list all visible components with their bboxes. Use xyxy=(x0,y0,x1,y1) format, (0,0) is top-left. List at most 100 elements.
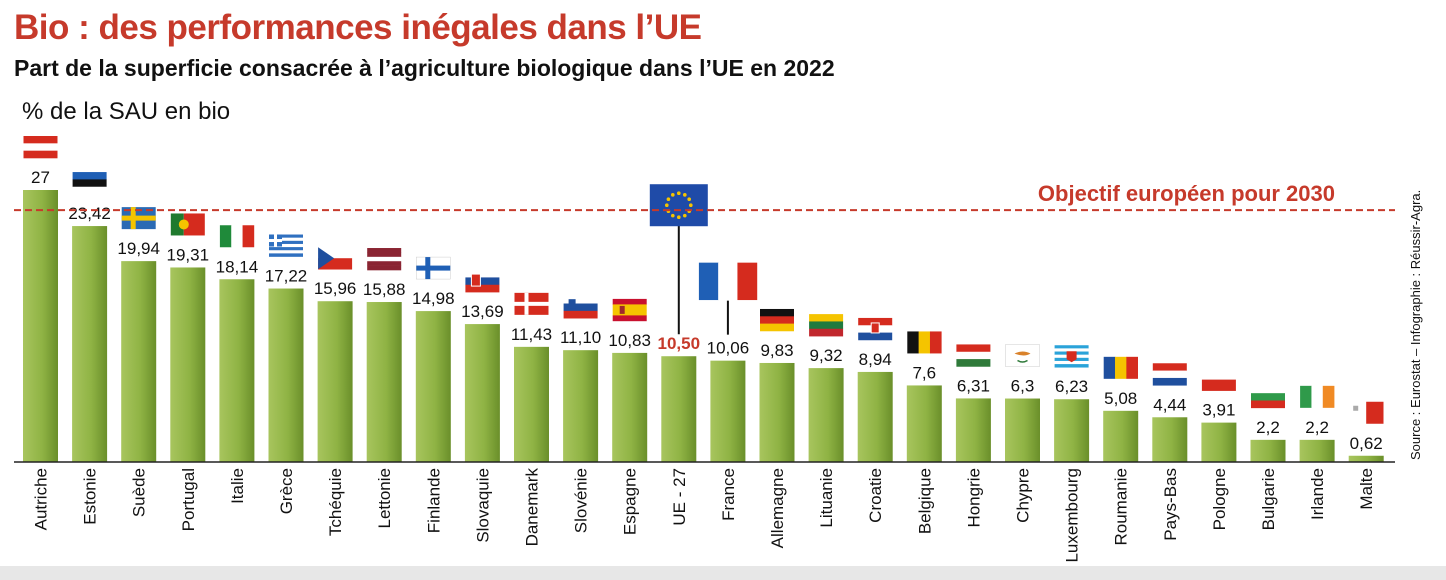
value-label-lituanie: 9,32 xyxy=(810,346,843,365)
value-label-chypre: 6,3 xyxy=(1011,377,1035,396)
value-label-autriche: 27 xyxy=(31,168,50,187)
category-label-allemagne: Allemagne xyxy=(768,468,787,548)
bar-allemagne xyxy=(759,362,795,462)
category-label-slovaquie: Slovaquie xyxy=(473,468,492,543)
flag-espagne-icon xyxy=(612,298,647,322)
flag-malte-icon xyxy=(1349,401,1384,424)
category-label-estonie: Estonie xyxy=(81,468,100,525)
flag-slovaquie-icon xyxy=(465,270,500,293)
eu-flag-icon xyxy=(649,184,708,335)
bar-croatie xyxy=(857,371,893,462)
value-label-portugal: 19,31 xyxy=(167,245,210,264)
bar-grece xyxy=(268,288,304,462)
bar-slovenie xyxy=(563,350,599,462)
category-label-chypre: Chypre xyxy=(1014,468,1033,523)
category-label-luxembourg: Luxembourg xyxy=(1063,468,1082,563)
bar-hongrie xyxy=(955,398,991,462)
chart-subtitle: Part de la superficie consacrée à l’agri… xyxy=(14,55,835,81)
category-label-finlande: Finlande xyxy=(424,468,443,533)
category-label-belgique: Belgique xyxy=(915,468,934,534)
bar-belgique xyxy=(906,385,942,462)
flag-irlande-icon xyxy=(1300,385,1335,408)
bar-irlande xyxy=(1299,439,1335,462)
category-label-pologne: Pologne xyxy=(1210,468,1229,530)
category-label-france: France xyxy=(719,468,738,521)
flag-slovenie-icon xyxy=(563,296,598,319)
bar-autriche xyxy=(23,190,58,462)
bar-chypre xyxy=(1005,398,1040,462)
bar-ue-27 xyxy=(661,356,697,462)
flag-belgique-icon xyxy=(907,331,942,354)
category-label-malte: Malte xyxy=(1357,468,1376,510)
value-label-finlande: 14,98 xyxy=(412,289,455,308)
value-label-luxembourg: 6,23 xyxy=(1055,377,1088,396)
category-label-danemark: Danemark xyxy=(523,468,542,547)
bar-lituanie xyxy=(808,368,844,462)
bar-tchequie xyxy=(317,301,353,462)
category-label-tchequie: Tchéquie xyxy=(326,468,345,536)
bar-danemark xyxy=(514,346,549,462)
flag-bulgarie-icon xyxy=(1251,385,1285,409)
flag-hongrie-icon xyxy=(956,344,991,367)
flag-grece-icon xyxy=(269,234,303,257)
category-label-pays-bas: Pays-Bas xyxy=(1161,468,1180,541)
bar-pays-bas xyxy=(1152,417,1188,462)
value-label-malte: 0,62 xyxy=(1350,434,1383,453)
bar-france xyxy=(710,360,746,462)
bar-suede xyxy=(121,261,157,462)
category-label-irlande: Irlande xyxy=(1308,468,1327,520)
value-label-lettonie: 15,88 xyxy=(363,280,406,299)
flag-lituanie-icon xyxy=(809,314,844,337)
value-label-hongrie: 6,31 xyxy=(957,376,990,395)
flag-estonie-icon xyxy=(72,172,107,195)
flag-chypre-icon xyxy=(1005,344,1040,367)
flag-luxembourg-icon xyxy=(1054,345,1089,368)
value-label-allemagne: 9,83 xyxy=(760,341,793,360)
bar-finlande xyxy=(415,311,451,462)
flag-finlande-icon xyxy=(416,256,451,280)
flag-italie-icon xyxy=(219,225,255,248)
flag-pays-bas-icon xyxy=(1152,363,1187,386)
value-label-espagne: 10,83 xyxy=(608,331,651,350)
bar-espagne xyxy=(612,352,648,462)
value-label-irlande: 2,2 xyxy=(1305,418,1329,437)
category-label-espagne: Espagne xyxy=(621,468,640,535)
category-label-roumanie: Roumanie xyxy=(1112,468,1131,546)
category-label-hongrie: Hongrie xyxy=(964,468,983,528)
flag-suede-icon xyxy=(121,207,156,230)
category-label-suede: Suède xyxy=(130,468,149,517)
flag-pologne-icon xyxy=(1201,368,1236,391)
value-label-tchequie: 15,96 xyxy=(314,279,357,298)
value-label-grece: 17,22 xyxy=(265,267,308,286)
flag-danemark-icon xyxy=(514,292,549,315)
flag-allemagne-icon xyxy=(760,308,794,332)
flag-lettonie-icon xyxy=(367,248,402,271)
category-label-portugal: Portugal xyxy=(179,468,198,531)
value-label-roumanie: 5,08 xyxy=(1104,389,1137,408)
value-label-estonie: 23,42 xyxy=(68,204,111,223)
target-label: Objectif européen pour 2030 xyxy=(1038,181,1335,206)
bottom-strip xyxy=(0,566,1446,580)
bar-roumanie xyxy=(1103,410,1139,462)
bar-bulgarie xyxy=(1250,439,1286,462)
category-label-grece: Grèce xyxy=(277,468,296,514)
flag-autriche-icon xyxy=(23,136,58,159)
value-label-bulgarie: 2,2 xyxy=(1256,418,1280,437)
flag-croatie-icon xyxy=(858,317,893,341)
bar-italie xyxy=(219,279,255,462)
category-label-slovenie: Slovénie xyxy=(572,468,591,533)
bar-lettonie xyxy=(366,302,402,462)
value-label-slovaquie: 13,69 xyxy=(461,302,504,321)
category-label-lettonie: Lettonie xyxy=(375,468,394,529)
bar-chart: 27 23,42 19,94 19,31 18,14 17,22 15,96 15,88 14,… xyxy=(14,136,1395,563)
value-label-pays-bas: 4,44 xyxy=(1153,395,1186,414)
value-label-slovenie: 11,10 xyxy=(560,328,601,347)
value-label-ue-27: 10,50 xyxy=(658,334,701,353)
value-label-croatie: 8,94 xyxy=(859,350,892,369)
bar-malte xyxy=(1348,455,1384,462)
bar-pologne xyxy=(1201,422,1237,462)
value-label-italie: 18,14 xyxy=(216,257,259,276)
flag-tchequie-icon xyxy=(318,247,353,270)
value-label-pologne: 3,91 xyxy=(1202,401,1235,420)
bar-slovaquie xyxy=(464,324,500,462)
